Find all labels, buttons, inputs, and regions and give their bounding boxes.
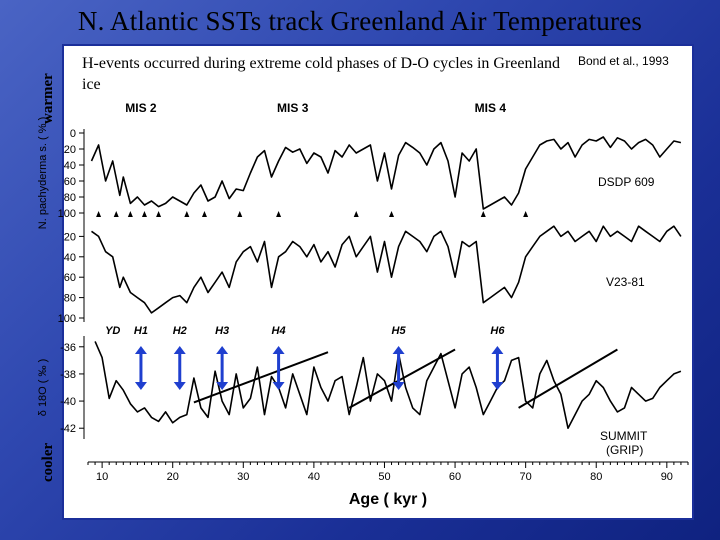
y-tick-label: -40	[60, 396, 76, 408]
event-marker	[201, 211, 207, 217]
x-tick-label: 80	[590, 471, 602, 483]
heinrich-label: H5	[392, 325, 407, 337]
heinrich-arrow-head	[272, 346, 285, 354]
y-tick-label: 60	[64, 272, 76, 284]
trend-line	[518, 348, 618, 409]
mis-label: MIS 3	[277, 101, 309, 115]
x-axis-label: Age ( kyr )	[349, 491, 427, 508]
trend-line	[348, 348, 456, 409]
event-marker	[141, 211, 147, 217]
heinrich-arrow-head	[491, 346, 504, 354]
y-tick-label: -36	[60, 342, 76, 354]
series-line-2	[91, 225, 682, 314]
heinrich-label: YD	[105, 325, 120, 337]
heinrich-arrow-head	[272, 382, 285, 390]
y-tick-label: 40	[64, 160, 76, 172]
heinrich-arrow-head	[491, 382, 504, 390]
x-tick-label: 20	[167, 471, 179, 483]
event-marker	[523, 211, 529, 217]
x-tick-label: 10	[96, 471, 108, 483]
series-label: V23-81	[606, 275, 645, 289]
series-label: DSDP 609	[598, 175, 655, 189]
event-marker	[480, 211, 486, 217]
y-tick-label: -42	[60, 423, 76, 435]
y-axis-label: N. pachyderma s. ( % )	[37, 117, 49, 229]
heinrich-label: H2	[173, 325, 187, 337]
heinrich-label: H3	[215, 325, 229, 337]
y-tick-label: 100	[58, 208, 76, 220]
mis-label: MIS 4	[475, 101, 507, 115]
y-tick-label: 80	[64, 293, 76, 305]
x-tick-label: 50	[378, 471, 390, 483]
event-marker	[353, 211, 359, 217]
y-tick-label: 40	[64, 252, 76, 264]
event-marker	[96, 211, 102, 217]
event-marker	[276, 211, 282, 217]
event-marker	[156, 211, 162, 217]
heinrich-arrow-head	[134, 382, 147, 390]
event-marker	[127, 211, 133, 217]
series-line-1	[90, 136, 682, 210]
figure-caption: H-events occurred during extreme cold ph…	[82, 55, 561, 93]
event-marker	[184, 211, 190, 217]
series-label: (GRIP)	[606, 443, 643, 457]
heinrich-arrow-head	[392, 346, 405, 354]
x-tick-label: 90	[661, 471, 673, 483]
y-tick-label: 20	[64, 231, 76, 243]
heinrich-arrow-head	[392, 382, 405, 390]
event-marker	[389, 211, 395, 217]
heinrich-arrow-head	[216, 346, 229, 354]
y-tick-label: 80	[64, 192, 76, 204]
heinrich-arrow-head	[216, 382, 229, 390]
heinrich-arrow-head	[173, 346, 186, 354]
y-tick-label: -38	[60, 369, 76, 381]
event-marker	[237, 211, 243, 217]
y-tick-label: 100	[58, 313, 76, 325]
event-marker	[113, 211, 119, 217]
heinrich-arrow-head	[173, 382, 186, 390]
x-tick-label: 70	[520, 471, 532, 483]
y-tick-label: 0	[70, 128, 76, 140]
x-tick-label: 30	[237, 471, 249, 483]
slide-title: N. Atlantic SSTs track Greenland Air Tem…	[77, 6, 643, 36]
figure-panel	[62, 44, 694, 520]
y-tick-label: 60	[64, 176, 76, 188]
heinrich-arrow-head	[134, 346, 147, 354]
y-axis-label: δ 18O ( ‰ )	[37, 359, 49, 416]
y-tick-label: 20	[64, 144, 76, 156]
heinrich-label: H4	[272, 325, 286, 337]
trend-line	[193, 351, 329, 404]
x-tick-label: 60	[449, 471, 461, 483]
heinrich-label: H6	[490, 325, 505, 337]
citation: Bond et al., 1993	[578, 54, 669, 68]
x-tick-label: 40	[308, 471, 320, 483]
mis-label: MIS 2	[125, 101, 157, 115]
heinrich-label: H1	[134, 325, 148, 337]
series-line-3	[94, 341, 682, 429]
series-label: SUMMIT	[600, 429, 648, 443]
